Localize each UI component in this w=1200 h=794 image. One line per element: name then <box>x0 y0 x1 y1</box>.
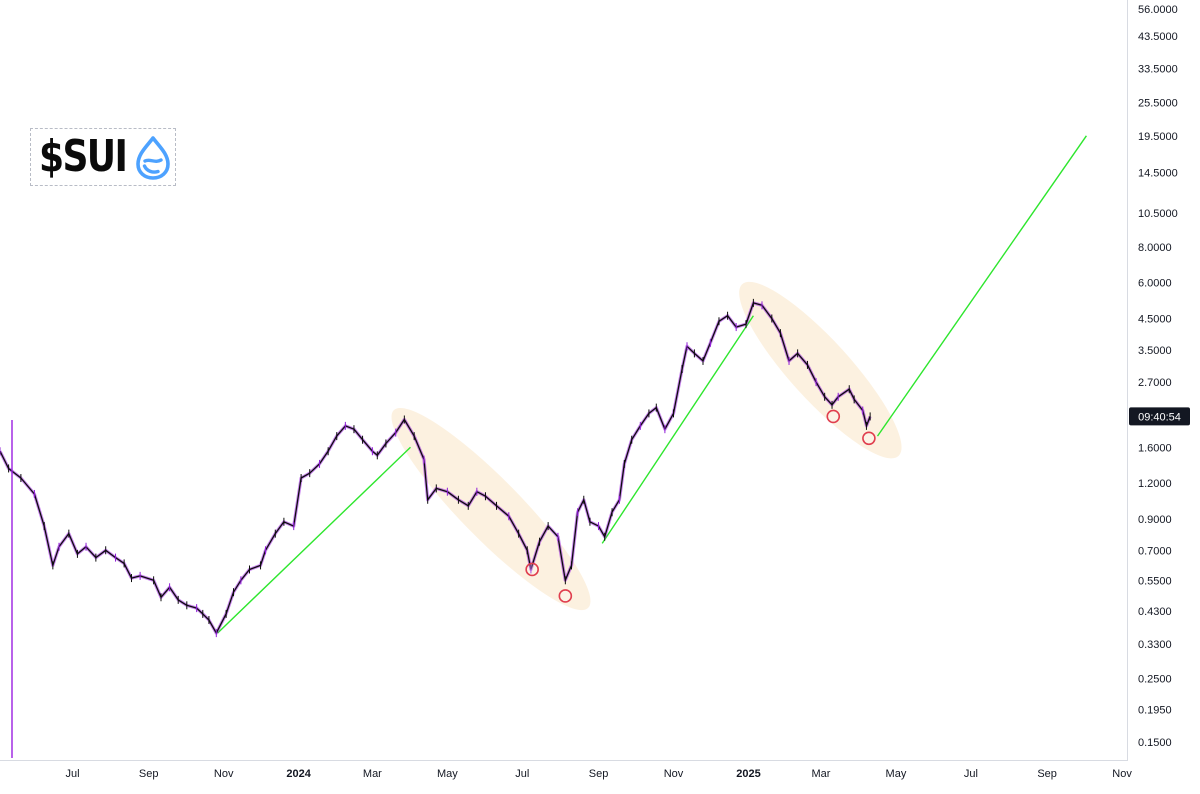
price-label-box <box>1129 407 1190 426</box>
time-tick-label: Nov <box>1112 768 1132 780</box>
time-tick-label: May <box>437 768 458 780</box>
price-tick-label: 1.6000 <box>1138 442 1172 454</box>
price-tick-label: 1.2000 <box>1138 478 1172 490</box>
price-tick-label: 0.4300 <box>1138 606 1172 618</box>
time-tick-label: Sep <box>589 768 609 780</box>
trendlines <box>217 315 754 634</box>
price-tick-label: 6.0000 <box>1138 278 1172 290</box>
price-tick-label: 14.5000 <box>1138 168 1178 180</box>
time-tick-label: May <box>886 768 907 780</box>
low-marker-4 <box>862 431 876 446</box>
time-tick-label: 2024 <box>286 768 311 780</box>
time-tick-label: Jul <box>65 768 79 780</box>
axes <box>0 0 1128 761</box>
time-tick-label: Sep <box>139 768 159 780</box>
price-tick-label: 0.9000 <box>1138 514 1172 526</box>
time-tick-label: Sep <box>1037 768 1057 780</box>
projection-line <box>876 135 1087 437</box>
highlight-zone-1 <box>391 407 591 611</box>
time-axis-labels: Jul Sep Nov 2024 Mar May Jul Sep Nov 2025 Mar May Ju… <box>65 768 1132 780</box>
highlight-zone-2 <box>739 281 902 459</box>
price-tick-label: 56.0000 <box>1138 4 1178 16</box>
price-tick-label: 2.7000 <box>1138 377 1172 389</box>
low-marker-2 <box>558 589 573 603</box>
time-tick-label: Nov <box>664 768 684 780</box>
low-marker-1 <box>525 562 539 577</box>
price-tick-label: 4.5000 <box>1138 313 1172 325</box>
price-tick-label: 0.1950 <box>1138 704 1172 716</box>
time-tick-label: Mar <box>812 768 831 780</box>
price-tick-label: 25.5000 <box>1138 97 1178 109</box>
projection-series <box>876 135 1087 437</box>
highlight-zones <box>391 281 902 611</box>
price-tick-label: 19.5000 <box>1138 131 1178 143</box>
ticker-logo: $SUI <box>30 128 176 186</box>
price-tick-label: 33.5000 <box>1138 63 1178 75</box>
time-tick-label: Nov <box>214 768 234 780</box>
price-tick-label: 3.5000 <box>1138 345 1172 357</box>
price-label-text: 09:40:54 <box>1138 411 1181 423</box>
price-tick-label: 43.5000 <box>1138 31 1178 43</box>
price-tick-label: 0.2500 <box>1138 674 1172 686</box>
ticker-text: $SUI <box>39 131 128 182</box>
low-marker-3 <box>826 409 841 424</box>
time-tick-label: 2025 <box>736 768 760 780</box>
low-markers <box>525 409 876 603</box>
trendline-1 <box>217 446 411 634</box>
sui-drop-icon <box>136 136 170 180</box>
time-tick-label: Jul <box>515 768 529 780</box>
time-tick-label: Jul <box>964 768 978 780</box>
trendline-2 <box>601 315 754 544</box>
price-tick-label: 0.1500 <box>1138 737 1172 749</box>
price-tick-label: 10.5000 <box>1138 208 1178 220</box>
price-tick-label: 0.3300 <box>1138 639 1172 651</box>
price-label: 09:40:54 <box>1129 407 1190 426</box>
time-tick-label: Mar <box>363 768 382 780</box>
price-series <box>0 298 872 758</box>
price-tick-label: 0.5500 <box>1138 575 1172 587</box>
price-tick-label: 8.0000 <box>1138 242 1172 254</box>
price-tick-label: 0.7000 <box>1138 545 1172 557</box>
price-axis-labels: 56.0000 43.5000 33.5000 25.5000 19.5000 14.50… <box>1138 4 1178 749</box>
